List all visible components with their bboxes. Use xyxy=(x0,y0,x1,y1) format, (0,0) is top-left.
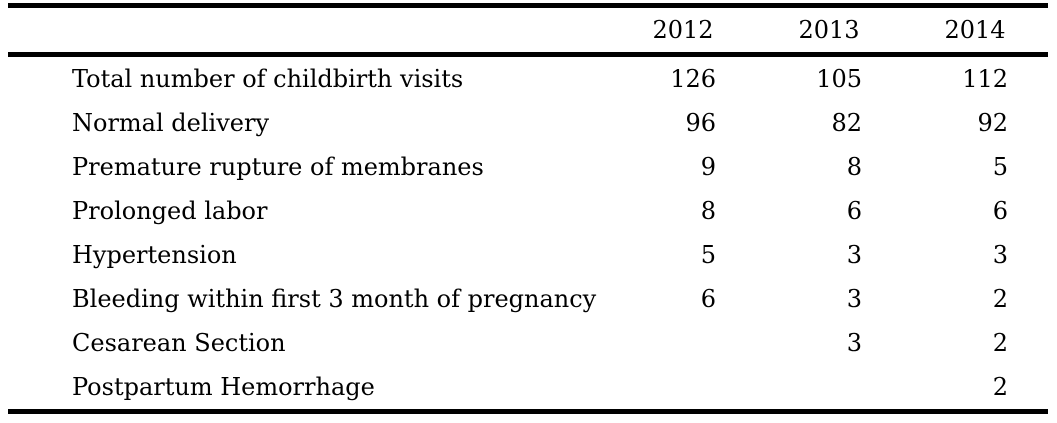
value-cell: 3 xyxy=(992,241,1008,269)
value-cell: 2 xyxy=(992,329,1008,357)
value-cell: 6 xyxy=(846,197,862,225)
value-cell xyxy=(756,365,902,412)
table-row: Cesarean Section 3 2 xyxy=(8,321,1048,365)
value-cell: 5 xyxy=(992,153,1008,181)
value-cell xyxy=(610,321,756,365)
value-cell: 8 xyxy=(846,153,862,181)
value-cell: 6 xyxy=(700,285,716,313)
header-empty-cell xyxy=(8,6,610,55)
value-cell: 3 xyxy=(846,285,862,313)
header-year-2012: 2012 xyxy=(652,16,714,44)
table-row: Postpartum Hemorrhage 2 xyxy=(8,365,1048,412)
header-year-2013: 2013 xyxy=(798,16,860,44)
row-label: Postpartum Hemorrhage xyxy=(72,373,375,401)
header-year-2014: 2014 xyxy=(944,16,1006,44)
value-cell: 126 xyxy=(670,65,716,93)
value-cell: 112 xyxy=(962,65,1008,93)
table-row: Bleeding within first 3 month of pregnan… xyxy=(8,277,1048,321)
value-cell xyxy=(610,365,756,412)
value-cell: 5 xyxy=(700,241,716,269)
value-cell: 6 xyxy=(992,197,1008,225)
value-cell: 3 xyxy=(846,329,862,357)
table-row: Total number of childbirth visits 126 10… xyxy=(8,55,1048,102)
value-cell: 82 xyxy=(831,109,862,137)
header-row: 2012 2013 2014 xyxy=(8,6,1048,55)
table-row: Normal delivery 96 82 92 xyxy=(8,101,1048,145)
value-cell: 105 xyxy=(816,65,862,93)
value-cell: 96 xyxy=(685,109,716,137)
row-label: Cesarean Section xyxy=(72,329,286,357)
table-row: Hypertension 5 3 3 xyxy=(8,233,1048,277)
row-label: Bleeding within first 3 month of pregnan… xyxy=(72,285,597,313)
value-cell: 92 xyxy=(977,109,1008,137)
value-cell: 2 xyxy=(992,373,1008,401)
value-cell: 2 xyxy=(992,285,1008,313)
row-label: Normal delivery xyxy=(72,109,270,137)
value-cell: 3 xyxy=(846,241,862,269)
value-cell: 8 xyxy=(700,197,716,225)
row-label: Prolonged labor xyxy=(72,197,268,225)
row-label: Premature rupture of membranes xyxy=(72,153,484,181)
childbirth-visits-table: 2012 2013 2014 Total number of childbirt… xyxy=(8,3,1048,414)
table-row: Prolonged labor 8 6 6 xyxy=(8,189,1048,233)
childbirth-visits-table-wrap: 2012 2013 2014 Total number of childbirt… xyxy=(8,3,1048,414)
table-row: Premature rupture of membranes 9 8 5 xyxy=(8,145,1048,189)
row-label: Total number of childbirth visits xyxy=(72,65,464,93)
row-label: Hypertension xyxy=(72,241,237,269)
value-cell: 9 xyxy=(700,153,716,181)
